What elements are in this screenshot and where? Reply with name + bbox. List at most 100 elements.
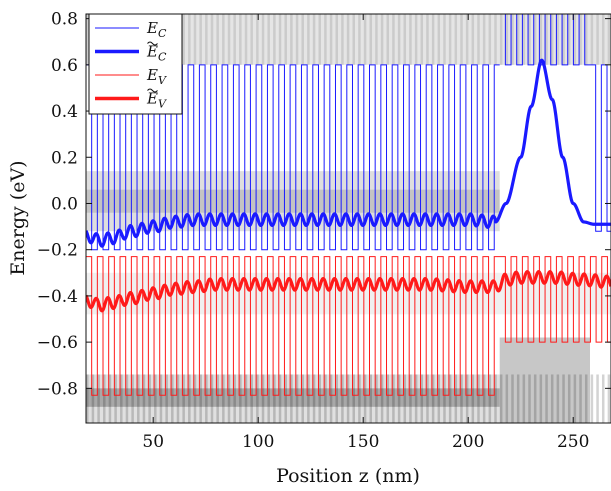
density-stripe — [499, 374, 503, 423]
density-stripe — [250, 14, 253, 65]
density-stripe — [188, 374, 191, 423]
density-stripe — [239, 374, 242, 423]
density-stripe — [380, 14, 384, 65]
density-stripe — [380, 374, 384, 423]
density-stripe — [539, 14, 543, 65]
density-stripe — [397, 374, 401, 423]
density-stripe — [312, 14, 316, 65]
density-stripe — [545, 14, 548, 65]
density-stripe — [358, 14, 361, 65]
y-tick-label: −0.4 — [37, 287, 78, 307]
density-stripe — [171, 374, 174, 423]
density-stripe — [550, 374, 554, 423]
density-stripe — [601, 14, 605, 65]
density-stripe — [216, 14, 219, 65]
density-stripe — [137, 374, 140, 423]
density-stripe — [409, 14, 412, 65]
density-stripe — [267, 14, 270, 65]
density-stripe — [182, 374, 185, 423]
density-stripe — [482, 14, 486, 65]
density-stripe — [120, 374, 123, 423]
x-tick-label: 150 — [347, 432, 379, 452]
legend-label: EV — [146, 66, 167, 87]
density-stripe — [454, 374, 458, 423]
density-stripe — [244, 14, 248, 65]
density-stripe — [239, 14, 242, 65]
density-stripe — [477, 374, 480, 423]
density-stripe — [431, 14, 435, 65]
density-stripe — [233, 14, 236, 65]
density-stripe — [477, 14, 480, 65]
density-stripe — [590, 374, 594, 423]
density-stripe — [567, 14, 571, 65]
density-stripe — [426, 14, 429, 65]
density-stripe — [556, 14, 560, 65]
density-stripe — [329, 374, 333, 423]
density-stripe — [392, 374, 395, 423]
density-stripe — [91, 374, 95, 423]
density-stripe — [494, 374, 497, 423]
density-stripe — [97, 374, 100, 423]
density-stripe — [233, 374, 236, 423]
density-stripe — [301, 374, 304, 423]
density-stripe — [363, 374, 367, 423]
density-stripe — [607, 374, 611, 423]
density-stripe — [437, 374, 441, 423]
density-stripe — [210, 374, 214, 423]
y-tick-label: −0.2 — [37, 241, 78, 261]
density-stripe — [273, 14, 276, 65]
legend-label: EC — [146, 43, 167, 64]
density-stripe — [295, 14, 299, 65]
density-stripe — [329, 14, 333, 65]
density-stripe — [516, 14, 520, 65]
density-stripe — [267, 374, 270, 423]
density-stripe — [386, 374, 390, 423]
density-stripe — [573, 14, 577, 65]
density-stripe — [312, 374, 316, 423]
density-stripe — [505, 14, 509, 65]
density-stripe — [182, 14, 185, 65]
density-stripe — [596, 14, 599, 65]
density-stripe — [573, 374, 577, 423]
plot-frame — [85, 13, 611, 424]
y-tick-label: 0.2 — [51, 148, 78, 168]
density-stripe — [216, 374, 219, 423]
density-band-bottom-core — [86, 388, 500, 407]
density-stripe — [584, 374, 588, 423]
density-stripe — [318, 14, 321, 65]
density-stripe — [516, 374, 520, 423]
density-stripe — [273, 374, 276, 423]
density-stripe — [448, 374, 452, 423]
density-stripe — [403, 374, 407, 423]
density-stripe — [324, 374, 327, 423]
density-stripe — [324, 14, 327, 65]
y-tick-label: 0.4 — [51, 102, 78, 122]
density-stripe — [511, 14, 514, 65]
density-stripe — [290, 374, 293, 423]
legend-label: EV — [146, 90, 167, 111]
y-tick-label: 0.8 — [51, 10, 78, 30]
density-stripe — [579, 374, 582, 423]
density-stripe — [448, 14, 452, 65]
density-stripe — [601, 374, 605, 423]
density-stripe — [205, 14, 208, 65]
x-axis: 50 100 150 200 250 — [142, 14, 589, 452]
density-stripe — [261, 14, 265, 65]
density-stripe — [335, 14, 338, 65]
density-stripe — [482, 374, 486, 423]
density-stripe — [471, 374, 475, 423]
density-stripe — [159, 374, 163, 423]
density-stripe — [584, 14, 588, 65]
density-stripe — [392, 14, 395, 65]
density-stripe — [528, 14, 531, 65]
density-stripe — [567, 374, 571, 423]
density-stripe — [193, 14, 197, 65]
density-stripe — [590, 14, 594, 65]
density-stripe — [199, 14, 202, 65]
density-stripe — [142, 374, 146, 423]
density-stripe — [154, 374, 157, 423]
density-stripe — [426, 374, 429, 423]
density-stripe — [86, 374, 89, 423]
density-band-bottom — [86, 374, 500, 423]
